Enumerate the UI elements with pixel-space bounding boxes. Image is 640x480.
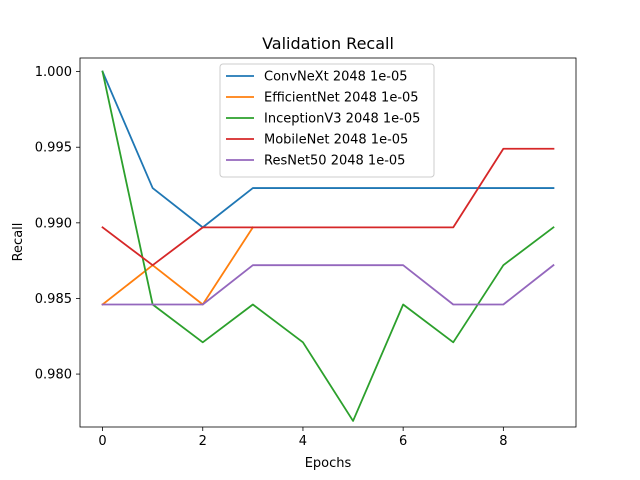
legend: ConvNeXt 2048 1e-05 EfficientNet 2048 1e-… bbox=[219, 63, 435, 178]
series-line-5 bbox=[101, 263, 555, 306]
legend-label: ResNet50 2048 1e-05 bbox=[264, 154, 405, 169]
y-tick-label: 0.995 bbox=[35, 141, 72, 156]
x-axis: 0 2 4 6 8 bbox=[98, 427, 507, 449]
y-tick-label: 0.980 bbox=[35, 368, 72, 383]
legend-label: EfficientNet 2048 1e-05 bbox=[264, 91, 419, 106]
plot-frame bbox=[79, 57, 577, 428]
chart-title: Validation Recall bbox=[262, 34, 394, 53]
y-tick-label: 0.985 bbox=[35, 292, 72, 307]
x-tick-label: 6 bbox=[399, 434, 407, 449]
y-tick-label: 0.990 bbox=[35, 216, 72, 231]
legend-label: ConvNeXt 2048 1e-05 bbox=[264, 70, 408, 85]
plot-area bbox=[79, 57, 577, 428]
y-axis-label: Recall bbox=[11, 223, 26, 262]
legend-label: MobileNet 2048 1e-05 bbox=[264, 133, 408, 148]
series-line-2 bbox=[101, 226, 255, 306]
legend-label: InceptionV3 2048 1e-05 bbox=[264, 112, 420, 127]
series-layer bbox=[101, 70, 555, 422]
x-axis-label: Epochs bbox=[305, 456, 352, 471]
y-axis: 0.980 0.985 0.990 0.995 1.000 bbox=[35, 65, 80, 383]
x-tick-label: 2 bbox=[199, 434, 207, 449]
legend-box bbox=[219, 63, 435, 178]
y-tick-label: 1.000 bbox=[35, 65, 72, 80]
x-tick-label: 8 bbox=[499, 434, 507, 449]
x-tick-label: 4 bbox=[299, 434, 307, 449]
x-tick-label: 0 bbox=[98, 434, 106, 449]
series-line-4 bbox=[101, 147, 555, 267]
